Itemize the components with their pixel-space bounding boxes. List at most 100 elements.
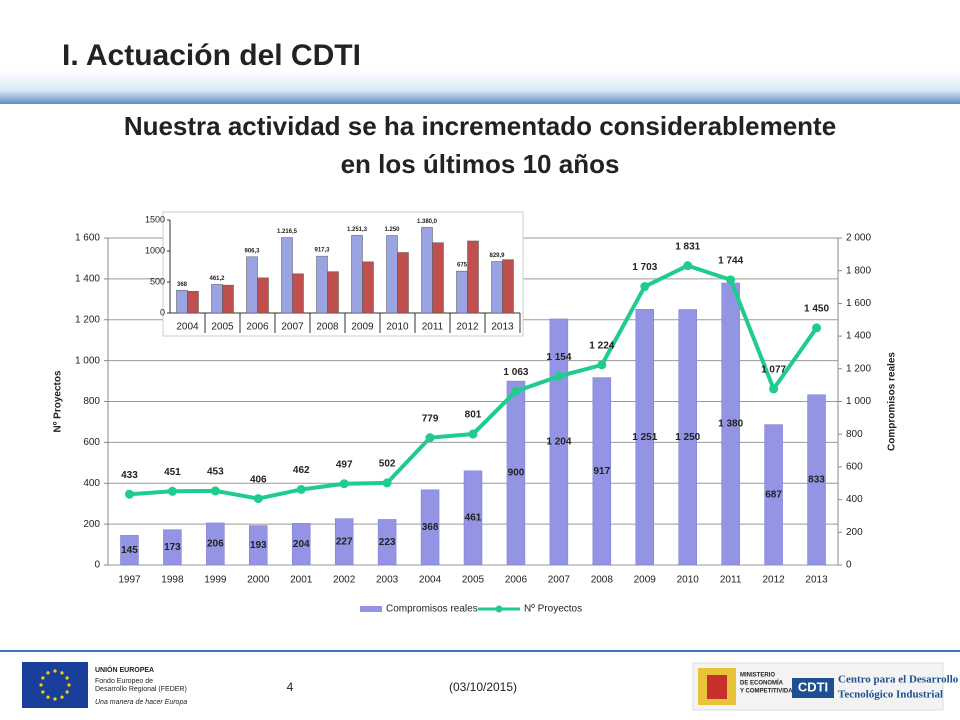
- line-value-label: 1 224: [589, 341, 614, 352]
- inset-x-tick-label: 2013: [491, 322, 514, 333]
- y2-axis-title: Compromisos reales: [887, 352, 898, 451]
- inset-x-tick-label: 2008: [316, 322, 339, 333]
- line-marker: [812, 323, 822, 333]
- line-marker: [167, 486, 177, 496]
- inset-value-label: 675: [457, 263, 468, 269]
- y2-tick-label: 1 400: [846, 331, 871, 342]
- ministry-text: MINISTERIO: [740, 673, 775, 679]
- centre-text: Centro para el Desarrollo: [838, 674, 959, 686]
- inset-value-label: 1.250: [384, 227, 400, 233]
- line-marker: [382, 478, 392, 488]
- line-marker: [210, 486, 220, 496]
- bar: [249, 525, 268, 566]
- bar-value-label: 145: [121, 545, 138, 556]
- line-marker: [124, 489, 134, 499]
- cdti-logo: [792, 678, 834, 698]
- bar: [592, 377, 612, 566]
- x-tick-label: 2000: [247, 575, 270, 586]
- subtitle: en los últimos 10 años: [341, 149, 620, 179]
- y2-tick-label: 1 200: [846, 363, 871, 374]
- x-tick-label: 2007: [548, 575, 571, 586]
- x-tick-label: 1999: [204, 575, 227, 586]
- inset-x-tick-label: 2011: [422, 322, 444, 333]
- x-tick-label: 2001: [290, 575, 313, 586]
- bar: [807, 394, 826, 566]
- star: [65, 676, 69, 680]
- y2-tick-label: 2 000: [846, 233, 871, 244]
- line-marker: [769, 384, 779, 394]
- inset-chart: 0 500 1000 1500 2004 2005 2006 2007 2008 2009 2010…: [145, 211, 524, 337]
- inset-bar: [502, 259, 514, 314]
- ministry-text: Y COMPETITIVIDAD: [740, 689, 798, 695]
- bar-value-label: 1 251: [632, 432, 657, 443]
- inset-x-tick-label: 2004: [176, 322, 199, 333]
- x-tick-label: 2011: [720, 575, 742, 586]
- ministry-text: DE ECONOMÍA: [740, 679, 784, 687]
- line-marker: [683, 261, 693, 271]
- inset-x-tick-label: 2005: [211, 322, 234, 333]
- star: [41, 690, 45, 694]
- inset-bar: [386, 235, 398, 314]
- line-marker: [726, 275, 736, 285]
- x-tick-label: 2002: [333, 575, 356, 586]
- line-value-label: 1 063: [503, 367, 528, 378]
- bar-value-label: 204: [293, 539, 310, 550]
- x-tick-label: 1998: [161, 575, 184, 586]
- line-value-label: 497: [336, 459, 353, 470]
- inset-y-tick-label: 1000: [145, 245, 165, 255]
- x-tick-label: 2012: [762, 575, 785, 586]
- inset-bar: [257, 277, 269, 314]
- eu-flag: [22, 662, 88, 708]
- star: [53, 669, 57, 673]
- star: [41, 676, 45, 680]
- star: [46, 695, 50, 699]
- bar: [506, 380, 526, 566]
- legend-swatch: [360, 606, 382, 612]
- bar-value-label: 1 250: [675, 432, 700, 443]
- bar: [420, 489, 440, 566]
- inset-value-label: 1.380,0: [417, 219, 438, 225]
- inset-y-tick-label: 0: [160, 307, 165, 317]
- bar-value-label: 1 204: [546, 437, 571, 448]
- line-value-label: 433: [121, 470, 138, 481]
- star: [60, 695, 64, 699]
- inset-bar: [246, 256, 258, 314]
- bar: [764, 424, 783, 566]
- line-marker: [640, 282, 650, 292]
- line-marker: [339, 479, 349, 489]
- inset-value-label: 917,3: [314, 248, 330, 254]
- y-tick-label: 800: [83, 396, 100, 407]
- inset-bar: [351, 235, 363, 314]
- inset-bar: [222, 284, 234, 314]
- bar: [120, 535, 139, 566]
- y-tick-label: 1 000: [75, 355, 100, 366]
- star: [53, 697, 57, 701]
- bar-value-label: 223: [379, 537, 396, 548]
- ministry-emblem: [707, 675, 727, 699]
- bar-value-label: 687: [765, 489, 782, 500]
- bar: [163, 529, 182, 566]
- y2-tick-label: 1 000: [846, 396, 871, 407]
- inset-bar: [362, 261, 374, 314]
- centre-text: Tecnológico Industrial: [838, 689, 943, 701]
- line-marker: [425, 433, 435, 443]
- x-tick-label: 2005: [462, 575, 485, 586]
- bar-value-label: 917: [593, 466, 610, 477]
- x-tick-label: 2009: [634, 575, 657, 586]
- line-value-label: 1 831: [675, 241, 700, 252]
- star: [46, 671, 50, 675]
- eu-text: Fondo Europeo de: [95, 678, 153, 685]
- bar-value-label: 368: [422, 522, 439, 533]
- y-tick-label: 600: [83, 437, 100, 448]
- inset-bar: [467, 240, 479, 314]
- inset-bar: [456, 270, 468, 314]
- line-marker: [511, 386, 521, 396]
- star: [65, 690, 69, 694]
- inset-y-tick-label: 1500: [145, 214, 165, 224]
- line-marker: [554, 371, 564, 381]
- eu-text: UNIÓN EUROPEA: [95, 665, 154, 674]
- inset-bar: [187, 291, 199, 314]
- inset-bar: [211, 284, 223, 314]
- star: [39, 683, 43, 687]
- line-value-label: 1 744: [718, 255, 743, 266]
